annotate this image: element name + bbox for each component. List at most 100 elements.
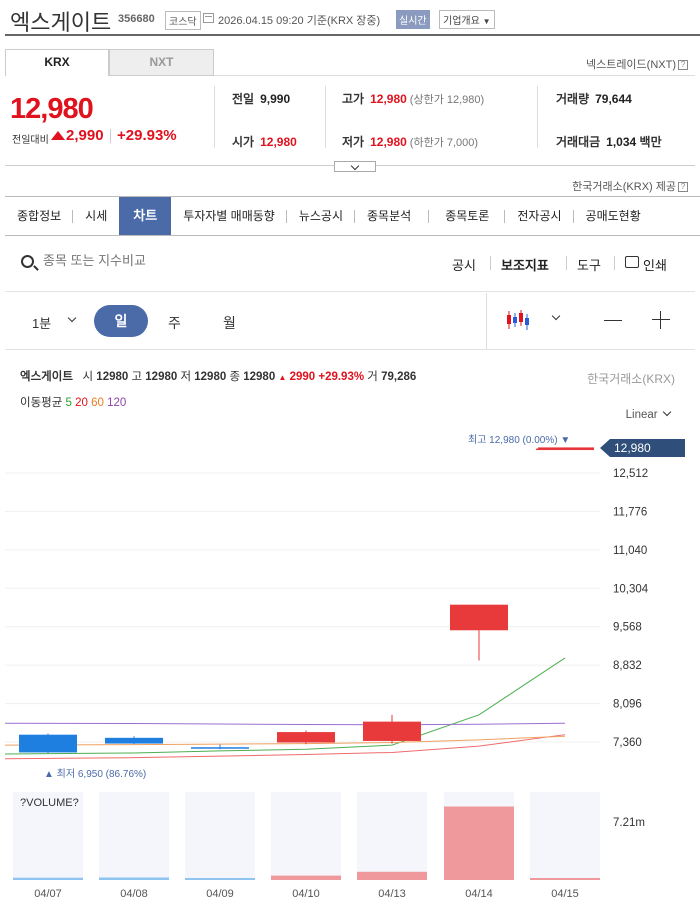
nextrade-link[interactable]: 넥스트레이드(NXT)? xyxy=(586,56,688,72)
volume-bar xyxy=(444,806,514,880)
basis-text: 기준(KRX 장중) xyxy=(306,15,381,27)
candle-body xyxy=(277,732,335,743)
min-price-label: ▲ 최저 6,950 (86.76%) xyxy=(44,768,146,780)
ma-line-20 xyxy=(4,734,566,760)
ma-label: 이동평균 xyxy=(20,397,63,409)
y-tick-label: 7,360 xyxy=(613,737,642,749)
zoom-in-icon[interactable] xyxy=(652,311,670,329)
stat-value: 9,990 xyxy=(260,92,291,106)
chart-stock-name: 엑스게이트 xyxy=(20,371,73,383)
period-month-button[interactable]: 월 xyxy=(223,315,236,331)
tab-discussion[interactable]: 종목토론 xyxy=(429,197,506,235)
stat-label: 전일 xyxy=(232,92,255,106)
candle-glyph xyxy=(507,310,529,330)
datetime-value: 2026.04.15 09:20 xyxy=(218,15,304,27)
x-tick-label: 04/13 xyxy=(378,888,406,900)
tab-disclosure[interactable]: 전자공시 xyxy=(505,197,574,235)
company-info-button[interactable]: 기업개요 ▼ xyxy=(439,10,495,29)
period-day-button[interactable]: 일 xyxy=(94,305,148,337)
chart-change-pct: +29.93% xyxy=(318,371,365,383)
provided-label: 한국거래소(KRX) 제공 xyxy=(572,181,676,193)
change-label: 전일대비 xyxy=(12,135,49,146)
help-icon[interactable]: ? xyxy=(678,182,688,193)
candle-body xyxy=(536,448,594,451)
upper-limit: (상한가 12,980) xyxy=(409,94,485,106)
tab-divider xyxy=(214,75,695,76)
stat-label: 시가 xyxy=(232,135,255,149)
candlestick-type-icon[interactable] xyxy=(506,308,530,332)
tab-quotes[interactable]: 시세 xyxy=(85,209,108,223)
stat-volume: 거래량 79,644 xyxy=(556,90,632,107)
stat-value: 12,980 xyxy=(260,135,297,149)
volume-panel-bg xyxy=(99,792,169,880)
low-label: 저 xyxy=(180,371,192,383)
ma-legend-60[interactable]: 60 xyxy=(87,397,104,409)
current-price-tag-label: 12,980 xyxy=(614,441,651,455)
x-tick-label: 04/10 xyxy=(292,888,320,900)
chart-source: 한국거래소(KRX) xyxy=(587,372,675,386)
ma-legend-items: 5 20 60 120 xyxy=(66,397,127,409)
help-icon[interactable]: ? xyxy=(678,60,688,71)
tab-krx[interactable]: KRX xyxy=(5,49,109,76)
divider xyxy=(5,349,695,350)
volume-bar xyxy=(530,878,600,880)
volume-bar xyxy=(357,871,427,880)
scale-select[interactable]: Linear xyxy=(626,407,672,421)
tab-overview[interactable]: 종합정보 xyxy=(5,197,74,235)
volume-panel-bg xyxy=(185,792,255,880)
tab-investor-trading[interactable]: 투자자별 매매동향 xyxy=(171,197,287,235)
ma-line-5 xyxy=(4,657,566,755)
tab-analysis[interactable]: 종목분석 xyxy=(355,197,430,235)
stock-code: 356680 xyxy=(118,13,155,25)
calendar-icon xyxy=(203,13,214,23)
low-value: 12980 xyxy=(194,371,227,383)
expand-button[interactable] xyxy=(334,161,376,172)
divider xyxy=(490,256,491,270)
volume-panel-bg xyxy=(13,792,83,880)
indicators-button[interactable]: 보조지표 xyxy=(501,258,549,273)
arrow-up-icon xyxy=(51,131,65,140)
search-icon[interactable] xyxy=(21,255,34,268)
print-button[interactable]: 인쇄 xyxy=(643,258,667,273)
lower-limit: (하한가 7,000) xyxy=(409,137,479,149)
volume-bar xyxy=(185,878,255,880)
stat-value: 1,034 xyxy=(606,135,637,149)
provided-by: 한국거래소(KRX) 제공? xyxy=(572,178,688,194)
compare-search-input[interactable] xyxy=(43,253,243,268)
volume-title: ?VOLUME? xyxy=(20,797,79,809)
tab-news[interactable]: 뉴스공시 xyxy=(287,197,356,235)
volume-label: 거 xyxy=(367,371,378,383)
minute-period-select[interactable]: 1분 xyxy=(32,316,52,331)
ma-line-120 xyxy=(4,722,566,726)
printer-icon[interactable] xyxy=(625,256,639,268)
ma-legend-20[interactable]: 20 xyxy=(71,397,88,409)
change-value: 2,990 xyxy=(51,127,104,144)
volume-panel-bg xyxy=(530,792,600,880)
stat-label: 고가 xyxy=(342,92,365,106)
candle-body xyxy=(450,604,508,631)
stat-value: 79,644 xyxy=(595,92,632,106)
tab-short-selling[interactable]: 공매도현황 xyxy=(585,209,641,223)
high-value: 12980 xyxy=(145,371,178,383)
x-tick-label: 04/08 xyxy=(120,888,148,900)
y-tick-label: 12,512 xyxy=(613,468,648,480)
tab-chart[interactable]: 차트 xyxy=(119,197,172,235)
stat-open: 시가 12,980 xyxy=(232,133,297,150)
quote-datetime: 2026.04.15 09:20 기준(KRX 장중) xyxy=(218,12,380,28)
candle-body xyxy=(19,734,77,753)
volume-bar xyxy=(99,877,169,880)
ma-legend-5[interactable]: 5 xyxy=(65,397,72,409)
zoom-out-icon[interactable] xyxy=(604,320,622,321)
tools-button[interactable]: 도구 xyxy=(577,258,601,273)
realtime-button[interactable]: 실시간 xyxy=(396,10,430,29)
ma-legend-120[interactable]: 120 xyxy=(103,397,127,409)
tab-nxt[interactable]: NXT xyxy=(109,49,214,76)
stat-value: 12,980 xyxy=(370,92,407,106)
divider xyxy=(110,129,111,143)
disclosure-button[interactable]: 공시 xyxy=(452,258,476,273)
current-price: 12,980 xyxy=(10,93,94,125)
company-info-label: 기업개요 xyxy=(443,16,480,27)
divider xyxy=(566,256,567,270)
period-week-button[interactable]: 주 xyxy=(168,315,181,331)
